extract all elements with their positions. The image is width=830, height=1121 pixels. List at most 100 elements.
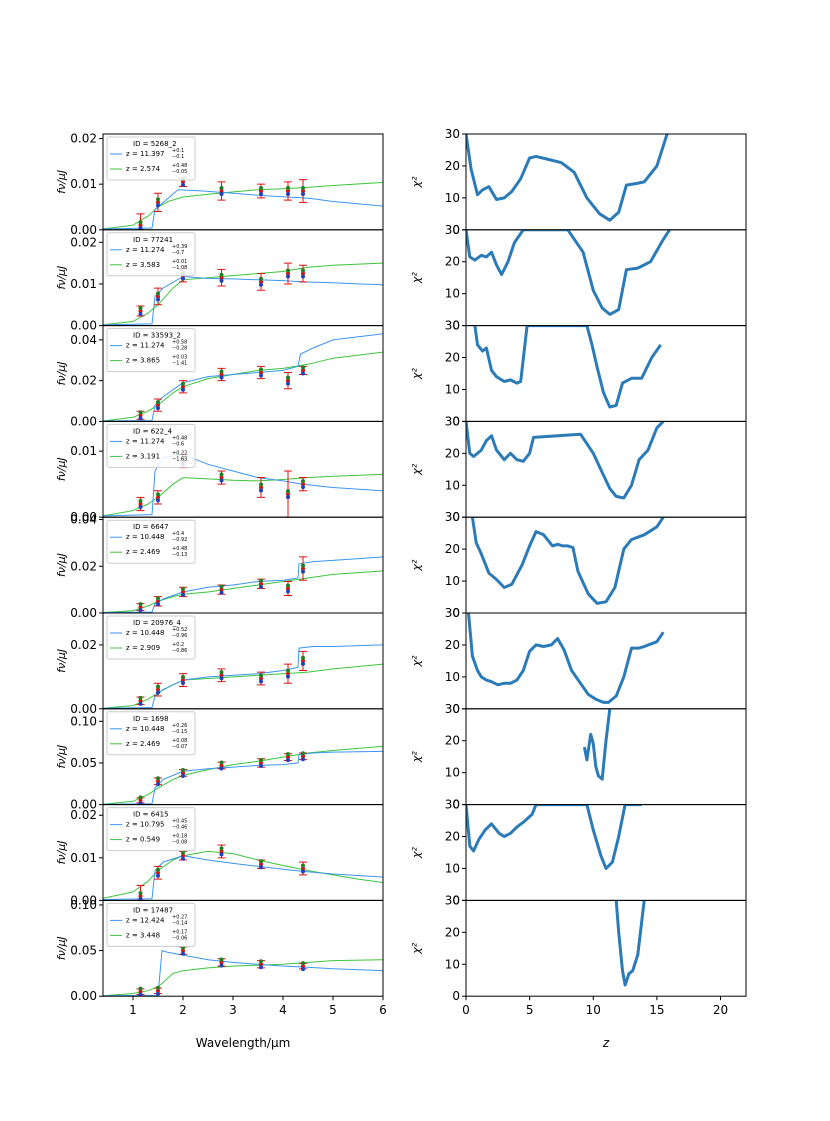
model-point-blue — [181, 182, 185, 187]
legend-z2-sub: −1.08 — [172, 265, 187, 271]
chi2-plot-area — [466, 804, 642, 870]
model-point-green — [219, 186, 224, 191]
observed-point — [138, 989, 143, 994]
model-point-green — [219, 369, 224, 374]
y-tick-label: 0.01 — [70, 851, 97, 865]
legend-z1-sup: +0.26 — [172, 723, 187, 729]
model-point-blue — [301, 757, 305, 762]
chi2-y-tick-label: 0 — [452, 319, 460, 333]
panel-6: ID = 20976_4z = 10.448 +0.52−0.96 z = 2.90… — [55, 606, 747, 716]
model-point-green — [301, 268, 305, 273]
model-point-green — [138, 795, 143, 800]
chi2-y-tick-label: 30 — [445, 127, 460, 141]
chi2-frame — [465, 804, 747, 901]
sed-plot-area — [103, 262, 383, 326]
sed-y-axis-label: fν/μJ — [55, 745, 68, 769]
sed-plot-area — [103, 333, 383, 422]
observed-point — [181, 179, 185, 184]
observed-point — [156, 495, 160, 500]
legend-z1-sup: +0.4 — [172, 531, 184, 537]
legend-z1-sub: −0.92 — [172, 537, 187, 543]
legend: ID = 33593_2z = 11.274 +0.58−0.28 z = 3.86… — [106, 328, 196, 373]
chi2-y-tick-label: 10 — [445, 478, 460, 492]
model-point-green — [181, 675, 185, 680]
model-point-blue — [286, 274, 290, 279]
observed-point — [181, 589, 185, 594]
model-point-green — [259, 757, 263, 762]
legend-z2-sup: +0.18 — [172, 834, 187, 840]
y-tick-label: 0.02 — [70, 808, 97, 822]
model-point-blue — [156, 203, 160, 208]
observed-point — [301, 271, 305, 276]
legend-z2: z = 3.865 — [126, 357, 160, 365]
chi2-y-tick-label: 10 — [445, 670, 460, 684]
y-tick-label: 0.04 — [70, 333, 97, 347]
model-point-green — [259, 482, 263, 487]
model-point-blue — [286, 758, 290, 763]
y-tick-label: 0.01 — [70, 277, 97, 291]
chi2-y-tick-label: 0 — [452, 606, 460, 620]
legend: ID = 6647 z = 10.448 +0.4−0.92 z = 2.469 +0.… — [106, 519, 196, 564]
chi2-y-tick-label: 30 — [445, 893, 460, 907]
observed-point — [138, 605, 143, 610]
chi2-y-tick-label: 10 — [445, 382, 460, 396]
observed-point — [156, 403, 160, 408]
chi2-frame — [465, 325, 747, 422]
model-point-green — [138, 891, 143, 896]
legend-z2-sup: +0.08 — [172, 738, 187, 744]
model-point-blue — [301, 661, 305, 666]
blue-template-line — [103, 644, 383, 709]
observed-point — [219, 189, 224, 194]
legend-z2: z = 2.469 — [126, 740, 160, 748]
legend: ID = 20976_4z = 10.448 +0.52−0.96 z = 2.90… — [106, 615, 196, 660]
model-point-green — [259, 276, 263, 281]
legend: ID = 1698 z = 10.448 +0.26−0.15 z = 2.469 +0… — [106, 711, 196, 756]
sed-y-axis-label: fν/μJ — [55, 170, 68, 194]
legend-z2-sup: +0.48 — [172, 163, 187, 169]
observed-point — [138, 894, 143, 899]
model-point-blue — [301, 274, 305, 279]
model-point-blue — [138, 504, 143, 509]
legend-z1-sub: −0.7 — [172, 250, 184, 256]
chi2-curve — [470, 517, 665, 605]
observed-point — [301, 566, 305, 571]
legend-z1-sub: −0.6 — [172, 441, 184, 447]
sed-y-axis-label: fν/μJ — [55, 553, 68, 577]
chi2-frame — [465, 612, 747, 710]
observed-point — [286, 671, 290, 676]
model-point-blue — [156, 991, 160, 996]
model-point-blue — [219, 676, 224, 681]
legend-z2-sub: −0.05 — [172, 169, 187, 175]
legend-z1-sub: −0.1 — [172, 154, 184, 160]
observed-point — [286, 378, 290, 383]
legend-box — [106, 615, 196, 660]
observed-point — [286, 271, 290, 276]
y-tick-label: 0.00 — [70, 510, 97, 524]
model-point-blue — [259, 763, 263, 768]
legend: ID = 622_4z = 11.274 +0.48−0.6 z = 3.191 +0… — [106, 423, 196, 468]
y-tick-label: 0.02 — [70, 235, 97, 249]
chi2-y-tick-label: 20 — [445, 925, 460, 939]
observed-point — [138, 798, 143, 803]
legend: ID = 5268_2z = 11.397 +0.1−0.1 z = 2.574 +0… — [106, 136, 196, 181]
model-point-green — [219, 272, 224, 277]
legend-z1-sup: +0.1 — [172, 148, 184, 154]
legend-z2-sup: +0.22 — [172, 450, 187, 456]
model-point-green — [156, 684, 160, 689]
panels: ID = 5268_2z = 11.397 +0.1−0.1 z = 2.574 +0… — [55, 127, 747, 1017]
observed-point — [259, 676, 263, 681]
sed-y-axis-label: fν/μJ — [55, 457, 68, 481]
model-point-green — [156, 776, 160, 781]
model-point-green — [286, 668, 290, 673]
x-tick-label: 1 — [129, 1003, 137, 1017]
chi2-y-tick-label: 30 — [445, 702, 460, 716]
chi2-plot-area — [466, 421, 665, 500]
observed-point — [301, 866, 305, 871]
y-tick-label: 0.00 — [70, 223, 97, 237]
y-tick-label: 0.00 — [70, 702, 97, 716]
chi2-y-axis-label: χ² — [410, 176, 423, 189]
y-tick-label: 0.01 — [70, 177, 97, 191]
model-point-green — [301, 186, 305, 191]
observed-point — [156, 988, 160, 993]
model-point-blue — [286, 495, 290, 500]
